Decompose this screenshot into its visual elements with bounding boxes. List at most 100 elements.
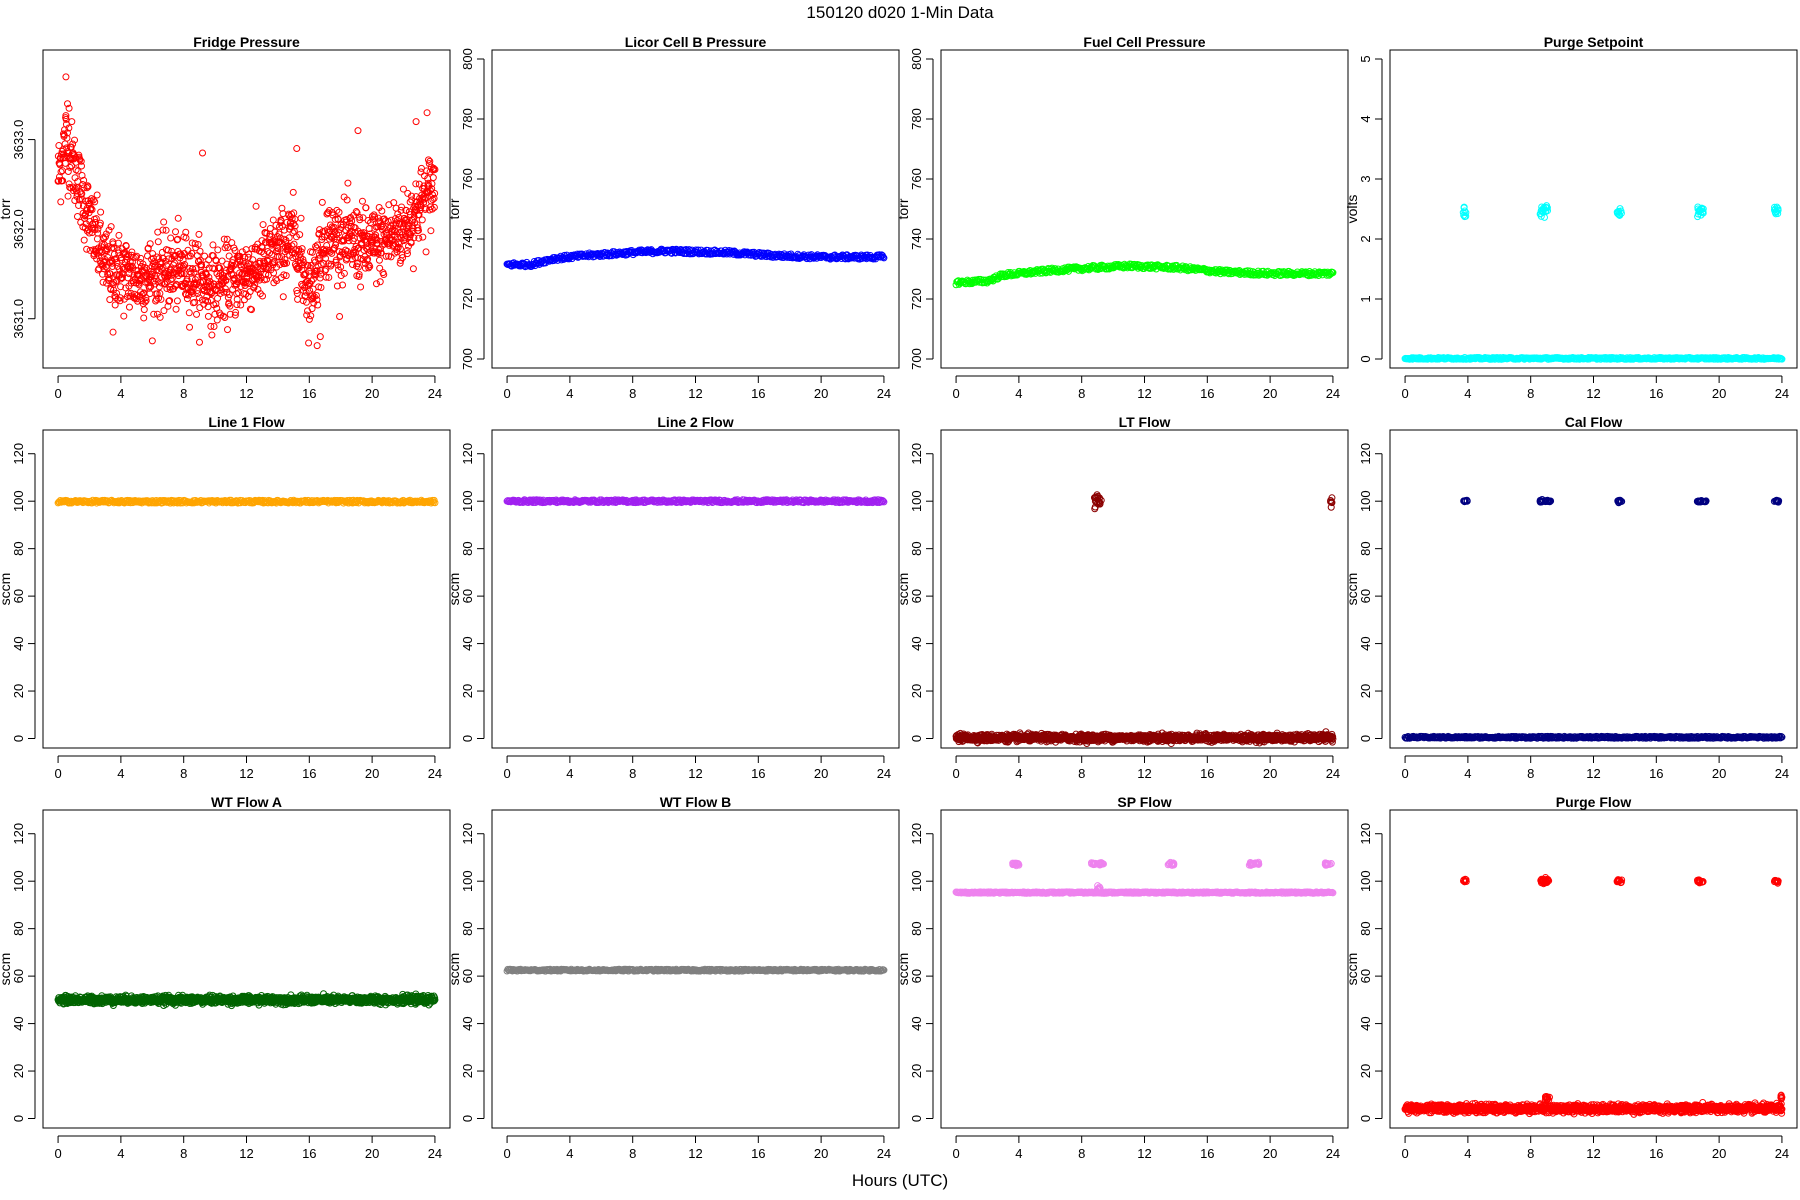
data-point bbox=[191, 240, 199, 248]
data-point bbox=[247, 260, 255, 268]
data-point bbox=[194, 240, 202, 248]
data-point bbox=[64, 192, 72, 200]
data-point bbox=[105, 226, 113, 234]
data-point bbox=[282, 272, 290, 280]
data-point bbox=[188, 249, 196, 257]
x-tick-label: 20 bbox=[814, 386, 828, 401]
y-tick-label: 40 bbox=[11, 636, 26, 650]
data-point bbox=[340, 237, 348, 245]
data-point bbox=[291, 249, 299, 257]
data-point bbox=[399, 225, 407, 233]
data-point bbox=[76, 156, 84, 164]
data-point bbox=[132, 253, 140, 261]
x-tick-label: 20 bbox=[1712, 386, 1726, 401]
data-point bbox=[399, 185, 407, 193]
data-point bbox=[377, 245, 385, 253]
data-point bbox=[1697, 211, 1705, 219]
x-tick-label: 8 bbox=[1078, 386, 1085, 401]
data-point bbox=[63, 134, 71, 142]
data-point bbox=[266, 224, 274, 232]
data-point bbox=[195, 230, 203, 238]
data-point bbox=[293, 287, 301, 295]
data-point bbox=[403, 247, 411, 255]
y-tick-label: 1 bbox=[1358, 295, 1373, 302]
panel-2-points bbox=[952, 260, 1337, 289]
data-point bbox=[89, 224, 97, 232]
data-point bbox=[308, 277, 316, 285]
data-point bbox=[698, 250, 706, 258]
data-point bbox=[222, 277, 230, 284]
panel-3-points bbox=[1401, 202, 1786, 363]
data-point bbox=[221, 285, 229, 293]
data-point bbox=[352, 208, 360, 216]
data-point bbox=[394, 243, 402, 251]
data-point bbox=[307, 312, 315, 320]
data-point bbox=[879, 497, 887, 505]
data-point bbox=[142, 294, 150, 302]
data-point bbox=[1537, 212, 1545, 220]
data-point bbox=[1543, 204, 1551, 212]
data-point bbox=[236, 269, 244, 277]
y-axis-label: torr bbox=[0, 198, 13, 219]
data-point bbox=[407, 192, 415, 200]
data-point bbox=[419, 233, 427, 241]
data-point bbox=[220, 235, 228, 243]
data-point bbox=[1462, 212, 1470, 220]
data-point bbox=[172, 305, 180, 313]
x-tick-label: 0 bbox=[503, 386, 510, 401]
data-point bbox=[412, 118, 420, 126]
data-point bbox=[322, 254, 330, 262]
data-point bbox=[80, 176, 88, 184]
data-point bbox=[68, 118, 76, 126]
data-point bbox=[216, 290, 224, 298]
data-point bbox=[237, 301, 245, 309]
x-axis: 0 4 8 12 16 20 24 bbox=[1401, 375, 1789, 401]
data-point bbox=[313, 342, 321, 350]
data-point bbox=[278, 222, 286, 230]
data-point bbox=[346, 219, 354, 227]
data-point bbox=[879, 253, 887, 261]
data-point bbox=[210, 323, 218, 331]
data-point bbox=[275, 253, 283, 261]
data-point bbox=[247, 306, 255, 314]
data-point bbox=[180, 262, 188, 270]
data-point bbox=[205, 256, 213, 264]
data-point bbox=[380, 270, 388, 278]
data-point bbox=[357, 283, 365, 291]
data-point bbox=[428, 205, 436, 213]
data-point bbox=[69, 140, 77, 148]
y-tick-label: 120 bbox=[11, 443, 26, 465]
y-tick-label: 3 bbox=[1358, 175, 1373, 182]
x-tick-label: 16 bbox=[1200, 386, 1214, 401]
data-point bbox=[173, 236, 181, 244]
data-point bbox=[62, 112, 70, 120]
data-point bbox=[235, 256, 243, 264]
data-point bbox=[145, 284, 153, 292]
data-point bbox=[110, 250, 118, 258]
data-point bbox=[195, 338, 203, 346]
data-point bbox=[64, 129, 71, 137]
x-tick-label: 4 bbox=[117, 386, 124, 401]
data-point bbox=[146, 240, 154, 248]
data-point bbox=[423, 187, 431, 195]
data-point bbox=[150, 310, 158, 318]
data-point bbox=[251, 281, 259, 289]
data-point bbox=[61, 159, 69, 167]
data-point bbox=[225, 299, 233, 307]
data-point bbox=[225, 252, 233, 260]
data-point bbox=[336, 313, 344, 321]
data-point bbox=[430, 203, 438, 211]
data-point bbox=[242, 277, 250, 285]
y-tick-label: 780 bbox=[460, 108, 475, 130]
data-point bbox=[1773, 355, 1781, 363]
y-axis-label: torr bbox=[446, 198, 462, 219]
data-point bbox=[359, 214, 367, 222]
data-point bbox=[260, 257, 268, 265]
y-tick-label: 800 bbox=[909, 48, 924, 70]
panel-6-points bbox=[952, 491, 1337, 748]
y-tick-label: 60 bbox=[460, 589, 475, 603]
data-point bbox=[78, 190, 86, 198]
x-tick-label: 24 bbox=[877, 766, 891, 781]
data-point bbox=[333, 231, 341, 239]
